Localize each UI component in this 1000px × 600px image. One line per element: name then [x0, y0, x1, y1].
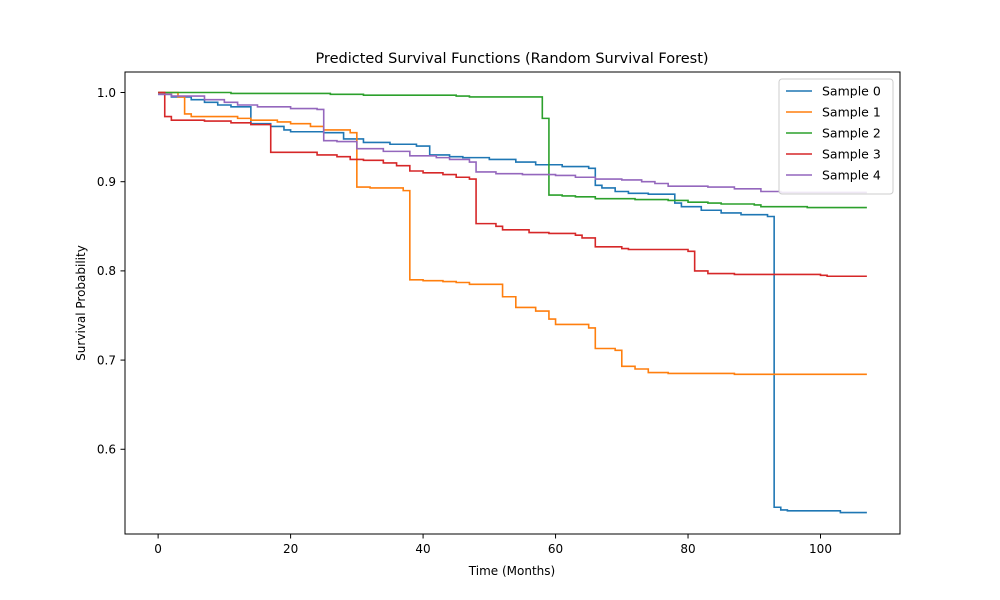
series-line-sample-3 — [158, 91, 867, 278]
legend-label-sample-0: Sample 0 — [822, 84, 881, 99]
chart-title: Predicted Survival Functions (Random Sur… — [315, 51, 708, 67]
series-lines — [158, 91, 867, 514]
y-axis-ticks: 0.6 0.7 0.8 0.9 1.0 — [97, 86, 125, 457]
legend-label-sample-3: Sample 3 — [822, 147, 881, 162]
x-tick-label: 100 — [809, 542, 832, 556]
legend: Sample 0 Sample 1 Sample 2 Sample 3 Sample 4 — [778, 78, 894, 195]
y-tick-label: 0.7 — [97, 353, 116, 367]
y-tick-label: 1.0 — [97, 86, 116, 100]
series-line-sample-1 — [158, 91, 867, 376]
series-line-sample-0 — [158, 93, 867, 514]
x-tick-label: 0 — [154, 542, 162, 556]
legend-label-sample-2: Sample 2 — [822, 126, 881, 141]
x-tick-label: 60 — [548, 542, 563, 556]
y-tick-label: 0.8 — [97, 264, 116, 278]
plot-frame — [124, 71, 901, 535]
y-tick-label: 0.6 — [97, 443, 116, 457]
x-axis-ticks: 0 20 40 60 80 100 — [154, 534, 832, 556]
series-line-sample-4 — [158, 93, 867, 194]
y-axis-label: Survival Probability — [74, 245, 88, 361]
x-axis-label: Time (Months) — [468, 564, 555, 578]
y-tick-label: 0.9 — [97, 175, 116, 189]
x-tick-label: 80 — [680, 542, 695, 556]
legend-label-sample-4: Sample 4 — [822, 168, 881, 183]
x-tick-label: 40 — [415, 542, 430, 556]
legend-label-sample-1: Sample 1 — [822, 105, 881, 120]
legend-box — [778, 78, 894, 195]
series-line-sample-2 — [158, 91, 867, 209]
x-tick-label: 20 — [283, 542, 298, 556]
